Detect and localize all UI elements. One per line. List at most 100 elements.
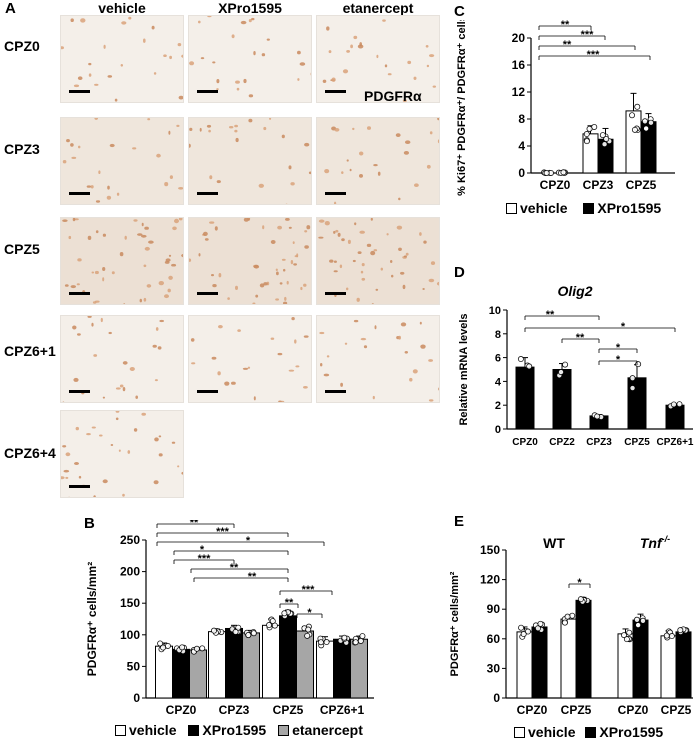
y-tick-label: 100 bbox=[120, 628, 140, 642]
legend-b-xpro-swatch bbox=[188, 725, 200, 736]
data-point bbox=[250, 630, 257, 637]
legend-b: vehicle XPro1595 etanercept bbox=[115, 722, 363, 738]
micrograph-cpz6-1-xpro1595 bbox=[188, 315, 312, 403]
legend-c-xpro-label: XPro1595 bbox=[597, 200, 662, 216]
legend-c: vehicle XPro1595 bbox=[506, 200, 661, 216]
data-point bbox=[647, 119, 654, 126]
y-tick-label: 4 bbox=[495, 376, 502, 388]
bar-cpz2-series0 bbox=[552, 369, 572, 430]
y-tick-label: 50 bbox=[127, 659, 141, 673]
legend-b-vehicle-swatch bbox=[115, 725, 126, 736]
data-point bbox=[677, 627, 684, 634]
data-point bbox=[245, 632, 252, 639]
x-tick-label: CPZ6+1 bbox=[320, 703, 365, 717]
data-point bbox=[235, 624, 242, 631]
scale-bar bbox=[197, 192, 218, 195]
bar-cpz61-series1 bbox=[333, 638, 351, 699]
significance-marker: * bbox=[616, 342, 621, 354]
bar-cpz0-series0 bbox=[516, 631, 533, 699]
significance-marker: *** bbox=[302, 584, 316, 596]
data-point bbox=[534, 625, 541, 632]
row-label-cpz0: CPZ0 bbox=[4, 38, 40, 54]
chart-d-olig2-mrna: 0 2 4 6 8 10 Relative mRNA levels CPZ0 CPZ2 CPZ3 C… bbox=[458, 283, 694, 448]
scale-bar bbox=[69, 390, 90, 393]
data-point bbox=[524, 628, 531, 635]
data-point bbox=[564, 613, 571, 620]
y-tick-label: 16 bbox=[512, 58, 526, 72]
micrograph-cpz0-xpro1595 bbox=[188, 15, 312, 103]
y-tick-label: 4 bbox=[518, 139, 525, 153]
bar-cpz0-series0 bbox=[155, 645, 173, 699]
significance-marker: ** bbox=[546, 309, 555, 321]
scale-bar bbox=[69, 485, 90, 488]
legend-e-xpro-label: XPro1595 bbox=[599, 724, 664, 740]
row-label-cpz5: CPZ5 bbox=[4, 241, 40, 257]
y-axis-label: Relative mRNA levels bbox=[458, 313, 470, 425]
legend-c-vehicle-swatch bbox=[506, 203, 517, 214]
bar-cpz5-series1 bbox=[675, 631, 692, 699]
data-point bbox=[623, 636, 630, 643]
micrograph-cpz6-4-vehicle bbox=[60, 410, 184, 498]
x-tick-label: CPZ3 bbox=[583, 178, 614, 192]
micrograph-cpz5-xpro1595 bbox=[188, 217, 312, 305]
data-point bbox=[164, 642, 171, 649]
data-point bbox=[577, 596, 584, 603]
y-tick-label: 0 bbox=[493, 691, 500, 705]
data-point bbox=[569, 612, 576, 619]
bar-cpz61-series2 bbox=[350, 638, 368, 699]
data-point bbox=[526, 363, 533, 370]
legend-b-etanercept-swatch bbox=[278, 725, 290, 736]
scale-bar bbox=[69, 292, 90, 295]
scale-bar bbox=[325, 292, 346, 295]
data-point bbox=[199, 645, 206, 652]
legend-c-xpro-swatch bbox=[583, 203, 595, 214]
y-tick-label: 200 bbox=[120, 565, 140, 579]
data-point bbox=[160, 644, 167, 651]
data-point bbox=[558, 369, 565, 376]
y-tick-label: 8 bbox=[495, 329, 501, 341]
data-point bbox=[561, 619, 568, 626]
data-point bbox=[281, 610, 288, 617]
stain-label: PDGFRα bbox=[364, 88, 422, 104]
data-point bbox=[517, 356, 524, 363]
x-tick-label: CPZ5 bbox=[624, 437, 650, 448]
y-tick-label: 120 bbox=[480, 573, 500, 587]
data-point bbox=[635, 361, 642, 368]
y-tick-label: 90 bbox=[487, 602, 501, 616]
y-tick-label: 150 bbox=[480, 543, 500, 557]
significance-marker: * bbox=[246, 535, 251, 547]
y-tick-label: 20 bbox=[512, 31, 526, 45]
significance-marker: * bbox=[621, 321, 626, 333]
x-tick-label: CPZ5 bbox=[661, 703, 692, 717]
bar-cpz5-series0 bbox=[660, 635, 677, 699]
data-point bbox=[629, 375, 636, 382]
data-point bbox=[359, 633, 366, 640]
bar-cpz61-series0 bbox=[665, 404, 685, 430]
x-tick-label: CPZ2 bbox=[549, 437, 575, 448]
significance-marker: ** bbox=[230, 562, 239, 574]
data-point bbox=[633, 616, 640, 623]
panel-b-letter: B bbox=[84, 515, 95, 532]
significance-marker: * bbox=[577, 577, 582, 589]
data-point bbox=[621, 632, 628, 639]
data-point bbox=[352, 639, 359, 646]
y-tick-label: 6 bbox=[495, 353, 501, 365]
data-point bbox=[641, 118, 648, 125]
group-label-wt: WT bbox=[543, 535, 565, 551]
data-point bbox=[357, 637, 364, 644]
micrograph-cpz6-1-etanercept bbox=[316, 315, 440, 403]
column-header-etanercept: etanercept bbox=[342, 0, 414, 16]
panel-a-letter: A bbox=[5, 0, 16, 17]
bar-cpz0-series0 bbox=[515, 366, 535, 430]
significance-marker: *** bbox=[587, 49, 601, 61]
x-tick-label: CPZ0 bbox=[540, 178, 571, 192]
data-point bbox=[599, 132, 606, 139]
data-point bbox=[518, 624, 525, 631]
x-tick-label: CPZ3 bbox=[219, 703, 250, 717]
data-point bbox=[629, 385, 636, 392]
data-point bbox=[586, 125, 593, 132]
y-tick-label: 30 bbox=[487, 661, 501, 675]
x-tick-label: CPZ0 bbox=[517, 703, 548, 717]
scale-bar bbox=[325, 90, 346, 93]
panel-e-letter: E bbox=[454, 513, 465, 530]
